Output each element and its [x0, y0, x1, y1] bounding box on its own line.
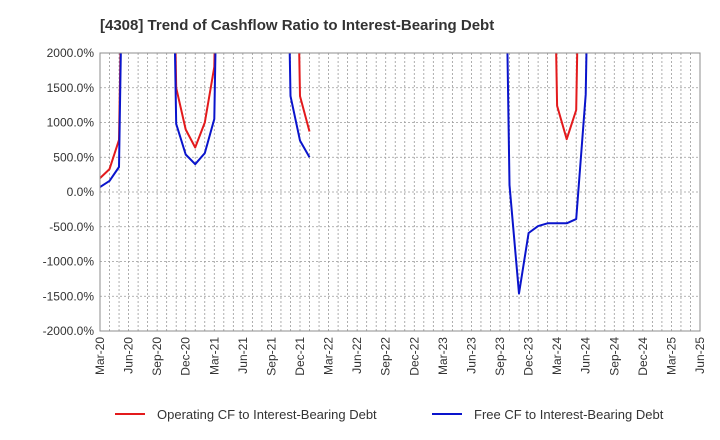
x-tick-label: Jun-25 — [693, 337, 707, 374]
series-line-operating-cf — [298, 53, 311, 132]
x-tick-label: Dec-21 — [293, 337, 307, 376]
chart-title: [4308] Trend of Cashflow Ratio to Intere… — [100, 17, 494, 34]
y-tick-label: 1500.0% — [47, 81, 95, 95]
series-line-free-cf — [173, 53, 217, 166]
x-tick-label: Dec-24 — [636, 337, 650, 376]
x-tick-label: Jun-20 — [122, 337, 136, 374]
x-tick-label: Jun-22 — [350, 337, 364, 374]
x-tick-label: Mar-22 — [322, 337, 336, 375]
series-line-free-cf — [506, 53, 588, 295]
series-line-operating-cf — [555, 53, 579, 141]
x-tick-label: Sep-23 — [493, 337, 507, 376]
x-tick-label: Sep-20 — [150, 337, 164, 376]
x-tick-label: Sep-22 — [379, 337, 393, 376]
legend-label: Free CF to Interest-Bearing Debt — [474, 407, 664, 422]
x-tick-label: Dec-22 — [407, 337, 421, 376]
y-tick-label: -1500.0% — [43, 289, 95, 303]
legend-label: Operating CF to Interest-Bearing Debt — [157, 407, 377, 422]
series-line-operating-cf — [100, 53, 122, 179]
y-tick-label: 500.0% — [53, 150, 94, 164]
y-tick-label: 0.0% — [67, 185, 95, 199]
x-tick-label: Dec-20 — [179, 337, 193, 376]
series-line-free-cf — [288, 53, 311, 158]
x-tick-label: Mar-21 — [207, 337, 221, 375]
legend: Operating CF to Interest-Bearing Debt Fre… — [115, 407, 664, 422]
x-tick-label: Dec-23 — [522, 337, 536, 376]
x-tick-label: Jun-23 — [464, 337, 478, 374]
x-tick-label: Sep-21 — [264, 337, 278, 376]
series-lines — [100, 53, 588, 295]
x-tick-label: Mar-23 — [436, 337, 450, 375]
y-tick-label: 2000.0% — [47, 46, 95, 60]
x-tick-label: Mar-20 — [93, 337, 107, 375]
x-tick-label: Mar-25 — [664, 337, 678, 375]
x-tick-label: Mar-24 — [550, 337, 564, 375]
y-tick-label: -2000.0% — [43, 324, 95, 338]
plot-frame — [99, 52, 701, 332]
x-tick-label: Jun-21 — [236, 337, 250, 374]
x-tick-label: Sep-24 — [607, 337, 621, 376]
x-axis-ticks: Mar-20 Jun-20 Sep-20 Dec-20 Mar-21 Jun-21 Sep-… — [93, 337, 707, 376]
y-axis-ticks: 2000.0% 1500.0% 1000.0% 500.0% 0.0% -500.0% -1… — [43, 46, 95, 338]
series-line-free-cf — [100, 53, 122, 188]
y-tick-label: -500.0% — [49, 220, 94, 234]
grid-lines — [99, 52, 701, 332]
y-tick-label: 1000.0% — [47, 116, 95, 130]
x-tick-label: Jun-24 — [579, 337, 593, 374]
y-tick-label: -1000.0% — [43, 255, 95, 269]
